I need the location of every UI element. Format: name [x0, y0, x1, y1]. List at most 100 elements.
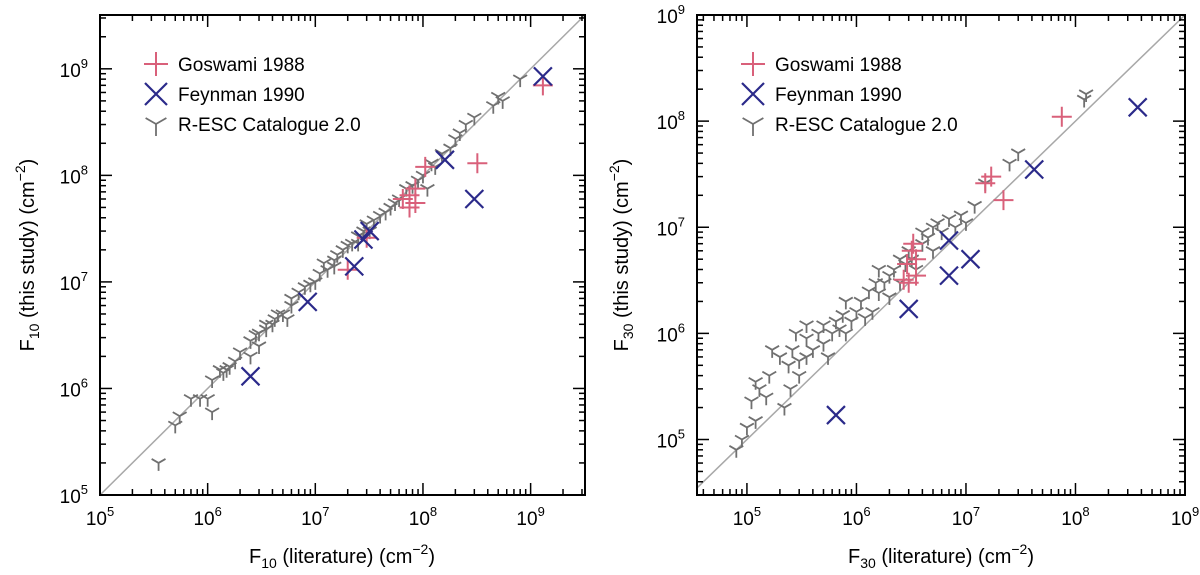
feynman-point	[960, 249, 981, 269]
feynman-point	[464, 189, 485, 209]
resc-point	[838, 296, 854, 310]
resc-point	[788, 328, 804, 342]
resc-point	[495, 96, 511, 109]
resc-point	[183, 394, 199, 407]
resc-point	[777, 402, 792, 416]
resc-point	[758, 392, 774, 406]
resc-point	[1076, 94, 1092, 108]
goswami-point	[897, 254, 918, 275]
x-tick-label: 106	[842, 504, 870, 530]
legend-marker-resc	[742, 117, 764, 136]
feynman-point	[1127, 97, 1148, 118]
resc-point	[739, 422, 755, 436]
legend-label: Feynman 1990	[775, 85, 902, 106]
resc-point	[816, 320, 831, 333]
feynman-point	[939, 265, 959, 286]
resc-point	[284, 293, 299, 307]
resc-point	[925, 222, 941, 236]
resc-point	[734, 434, 750, 448]
feynman-point	[1024, 159, 1044, 180]
resc-point	[447, 134, 463, 147]
y-tick-label: 109	[657, 2, 685, 28]
x-tick-label: 109	[1171, 504, 1199, 530]
feynman-point	[240, 366, 261, 387]
feynman-point	[297, 292, 318, 312]
x-tick-label: 107	[952, 504, 980, 530]
resc-point	[1078, 89, 1094, 103]
x-tick-label: 106	[193, 504, 221, 530]
chart-panel-left: 105 106 107 108 109 105 106 107 108 109 Goswami 1…	[12, 14, 586, 571]
identity-line-layer	[697, 15, 1185, 489]
y-tick-label: 105	[657, 427, 685, 453]
legend-marker-goswami	[144, 52, 168, 76]
y-tick-label: 107	[657, 214, 685, 240]
resc-point	[284, 300, 299, 314]
y-tick-label: 108	[657, 108, 685, 134]
resc-point	[871, 288, 887, 302]
resc-point	[458, 119, 474, 133]
resc-point	[761, 370, 777, 384]
resc-point	[857, 313, 873, 326]
resc-point	[953, 210, 969, 224]
resc-point	[420, 183, 435, 197]
x-tick-label: 105	[86, 504, 114, 530]
legend-marker-goswami	[741, 52, 765, 76]
resc-point	[1010, 148, 1026, 162]
y-tick-label: 106	[60, 375, 88, 401]
resc-point	[941, 214, 957, 227]
goswami-point	[467, 153, 488, 174]
legend-label: Goswami 1988	[178, 55, 305, 76]
resc-point	[820, 352, 836, 365]
resc-point	[816, 338, 831, 352]
plot-frame	[99, 14, 586, 496]
resc-point	[744, 396, 759, 410]
resc-point	[791, 370, 807, 384]
resc-point	[958, 218, 974, 231]
x-tick-label: 105	[733, 504, 761, 530]
resc-point	[326, 261, 342, 275]
y-tick-label: 106	[657, 320, 685, 346]
feynman-point	[826, 405, 846, 425]
plot-frame	[696, 14, 1186, 496]
legend-label: R-ESC Catalogue 2.0	[178, 115, 361, 136]
goswami-point	[532, 75, 553, 96]
y-axis-label: F10 (this study) (cm−2)	[12, 159, 42, 352]
resc-point	[415, 170, 431, 184]
resc-point	[1002, 158, 1017, 172]
y-tick-label: 107	[60, 269, 88, 295]
resc-point	[312, 268, 328, 282]
x-axis-label: F30 (literature) (cm−2)	[848, 541, 1034, 571]
goswami-point	[893, 269, 914, 290]
legend-marker-feynman	[741, 82, 765, 106]
resc-point	[791, 356, 807, 369]
resc-point	[865, 306, 880, 320]
x-tick-label: 107	[301, 504, 329, 530]
x-axis-label: F10 (literature) (cm−2)	[249, 541, 435, 571]
resc-point	[764, 345, 780, 358]
resc-point	[243, 351, 258, 365]
resc-point	[853, 296, 869, 310]
feynman-point	[344, 256, 365, 277]
feynman-point	[939, 230, 959, 251]
resc-point	[882, 270, 897, 284]
x-tick-label: 108	[409, 504, 437, 530]
y-axis-label: F30 (this study) (cm−2)	[606, 159, 636, 352]
resc-point	[799, 320, 814, 333]
resc-point	[835, 309, 851, 323]
goswami-point	[337, 259, 358, 280]
feynman-point	[359, 221, 380, 241]
legend-label: R-ESC Catalogue 2.0	[775, 115, 958, 136]
resc-point	[383, 202, 398, 216]
resc-point	[882, 292, 897, 306]
data-points-layer	[728, 89, 1148, 458]
x-tick-label: 108	[1061, 504, 1089, 530]
goswami-point	[906, 265, 927, 286]
y-tick-label: 108	[60, 162, 88, 188]
resc-point	[167, 420, 183, 434]
resc-point	[200, 394, 216, 407]
resc-point	[204, 375, 220, 389]
y-tick-label: 109	[60, 56, 88, 82]
resc-point	[251, 328, 267, 342]
tick-labels: 105 106 107 108 109 105 106 107 108 109	[657, 2, 1200, 530]
